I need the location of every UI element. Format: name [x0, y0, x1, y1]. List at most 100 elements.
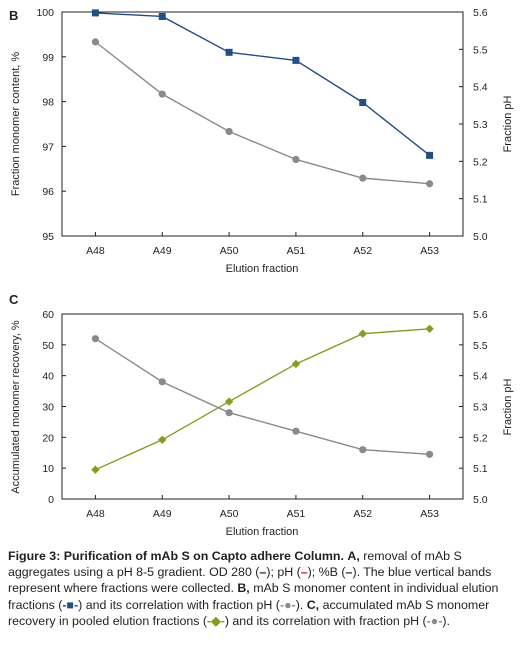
- panel-c-y-tick-label: 0: [48, 494, 54, 506]
- panel-b-circle-point: [425, 180, 434, 188]
- panel-c-y2-axis-title: Fraction pH: [502, 379, 514, 436]
- panel-b-y2-tick-label: 5.3: [473, 119, 488, 131]
- panel-b-circle-point: [91, 38, 100, 46]
- panel-c-y2-tick-label: 5.6: [473, 309, 488, 321]
- caption-od-glyph: –: [259, 565, 267, 580]
- panel-b-y2-tick-label: 5.1: [473, 194, 488, 206]
- panel-b-square-point: [359, 98, 367, 106]
- panel-c-y2-tick-label: 5.4: [473, 371, 488, 383]
- panel-b-square-point: [91, 9, 99, 17]
- panel-c-y-tick-label: 10: [42, 463, 54, 475]
- panel-c-diamond-point: [291, 359, 301, 369]
- panel-b-x-tick-label: A52: [353, 245, 372, 257]
- caption-b-glyph: –: [345, 565, 353, 580]
- figure-caption: Figure 3: Purification of mAb S on Capto…: [8, 548, 518, 629]
- panel-c-series-circle-line: [95, 338, 430, 455]
- panel-c-y-tick-label: 30: [42, 402, 54, 414]
- panel-b-x-tick-label: A50: [220, 245, 239, 257]
- panel-c-chart: C 0 10 20 30 40 50 60 5.0 5.1 5.2 5.3 5.4 5.5 5.6 A4…: [9, 292, 514, 538]
- panel-b-square-point: [426, 151, 434, 159]
- panel-b-y-tick-label: 97: [42, 141, 54, 153]
- panel-c-x-tick-label: A50: [220, 508, 239, 520]
- panel-b-y-tick-label: 98: [42, 97, 54, 109]
- caption-c-end: ).: [442, 613, 450, 628]
- caption-circle-glyph-b: -●-: [279, 597, 296, 612]
- caption-b-label: B,: [237, 581, 250, 596]
- panel-b-circle-point: [359, 174, 367, 182]
- caption-title: Figure 3: Purification of mAb S on Capto…: [8, 549, 344, 563]
- panel-c-y2-tick-label: 5.1: [473, 463, 488, 475]
- panel-b-square-point: [158, 12, 166, 20]
- panel-c-circle-point: [91, 335, 100, 343]
- panel-c-x-axis-title: Elution fraction: [226, 526, 299, 538]
- panel-c-circle-point: [158, 378, 166, 386]
- panel-b-y2-tick-label: 5.0: [473, 231, 488, 243]
- panel-b-y2-tick-label: 5.5: [473, 44, 488, 56]
- panel-b-circle-point: [225, 127, 233, 136]
- caption-a-end: ). The blue vertical bands represent whe…: [8, 565, 492, 596]
- panel-b-y-tick-label: 95: [42, 231, 54, 243]
- caption-a-sep1: ); pH (: [266, 565, 301, 580]
- panel-b-y2-tick-label: 5.6: [473, 7, 488, 19]
- panel-c-y-tick-label: 20: [42, 432, 54, 444]
- panel-c-letter: C: [9, 292, 19, 307]
- panel-c-plot-frame: [61, 313, 464, 500]
- panel-b-x-tick-label: A53: [420, 245, 439, 257]
- caption-b-end: ).: [295, 597, 304, 612]
- panel-b-plot-frame: [61, 11, 464, 237]
- panel-c-y2-tick-label: 5.3: [473, 402, 488, 414]
- caption-c-mid: ) and its correlation with fraction pH (: [224, 613, 427, 628]
- panel-c-x-tick-label: A48: [86, 508, 105, 520]
- panel-c-y-tick-label: 50: [42, 340, 54, 352]
- panel-b-y2-tick-label: 5.4: [473, 82, 488, 94]
- panel-b-x-axis-title: Elution fraction: [226, 263, 299, 275]
- panel-c-diamond-point: [91, 465, 100, 474]
- panel-c-circle-point: [359, 446, 367, 454]
- caption-c-label: C,: [306, 597, 320, 612]
- panel-b-y-tick-label: 96: [42, 186, 54, 198]
- panel-c-y-tick-label: 40: [42, 371, 54, 383]
- panel-b-y-axis-title: Fraction monomer content, %: [10, 52, 22, 197]
- caption-square-glyph: -■-: [62, 597, 79, 612]
- caption-a-sep2: ); %B (: [307, 565, 346, 580]
- panel-b-chart: B 95 96 97 98 99 100 5.0 5.1 5.2 5.3 5.4 5.5 5.6 A4…: [9, 7, 514, 275]
- caption-ph-glyph: –: [300, 565, 308, 580]
- caption-b-text: mAb S monomer content in individual elut…: [8, 581, 499, 612]
- panel-c-x-tick-label: A52: [353, 508, 372, 520]
- panel-c-circle-point: [425, 450, 434, 458]
- panel-b-letter: B: [9, 8, 18, 23]
- panel-c-diamond-point: [224, 397, 234, 406]
- caption-c-text: accumulated mAb S monomer recovery in po…: [8, 597, 490, 628]
- caption-a-label: A,: [347, 549, 360, 563]
- caption-b-mid: ) and its correlation with fraction pH (: [78, 597, 280, 612]
- caption-diamond-glyph: -◆-: [207, 613, 225, 628]
- panel-b-y2-tick-label: 5.2: [473, 156, 488, 168]
- panel-c-y2-tick-label: 5.0: [473, 494, 488, 506]
- panel-c-circle-point: [225, 409, 233, 417]
- panel-c-y2-tick-label: 5.5: [473, 340, 488, 352]
- panel-c-diamond-point: [358, 329, 367, 338]
- panel-c-series-diamond-line: [95, 328, 430, 471]
- panel-b-circle-point: [158, 90, 166, 98]
- panel-b-x-tick-label: A51: [287, 245, 306, 257]
- panel-b-y-tick-label: 100: [36, 7, 54, 19]
- caption-circle-glyph-c: -●-: [426, 613, 443, 628]
- panel-c-x-tick-label: A51: [287, 508, 306, 520]
- panel-c-y-tick-label: 60: [42, 309, 54, 321]
- panel-b-square-point: [292, 56, 300, 64]
- panel-c-y-axis-title: Accumulated monomer recovery, %: [10, 320, 22, 494]
- panel-b-square-point: [225, 48, 233, 56]
- panel-b-x-tick-label: A49: [153, 245, 172, 257]
- panel-b-series-square-line: [95, 12, 431, 156]
- panel-b-y-tick-label: 99: [42, 52, 54, 64]
- panel-c-diamond-point: [425, 324, 434, 333]
- panel-c-x-tick-label: A53: [420, 508, 439, 520]
- panel-c-x-tick-label: A49: [153, 508, 172, 520]
- panel-b-circle-point: [292, 155, 300, 164]
- panel-c-diamond-point: [158, 435, 167, 444]
- caption-a-text: removal of mAb S aggregates using a pH 8…: [8, 549, 462, 580]
- panel-b-x-tick-label: A48: [86, 245, 105, 257]
- panel-b-series-circle-line: [94, 41, 430, 185]
- panel-c-y2-tick-label: 5.2: [473, 432, 488, 444]
